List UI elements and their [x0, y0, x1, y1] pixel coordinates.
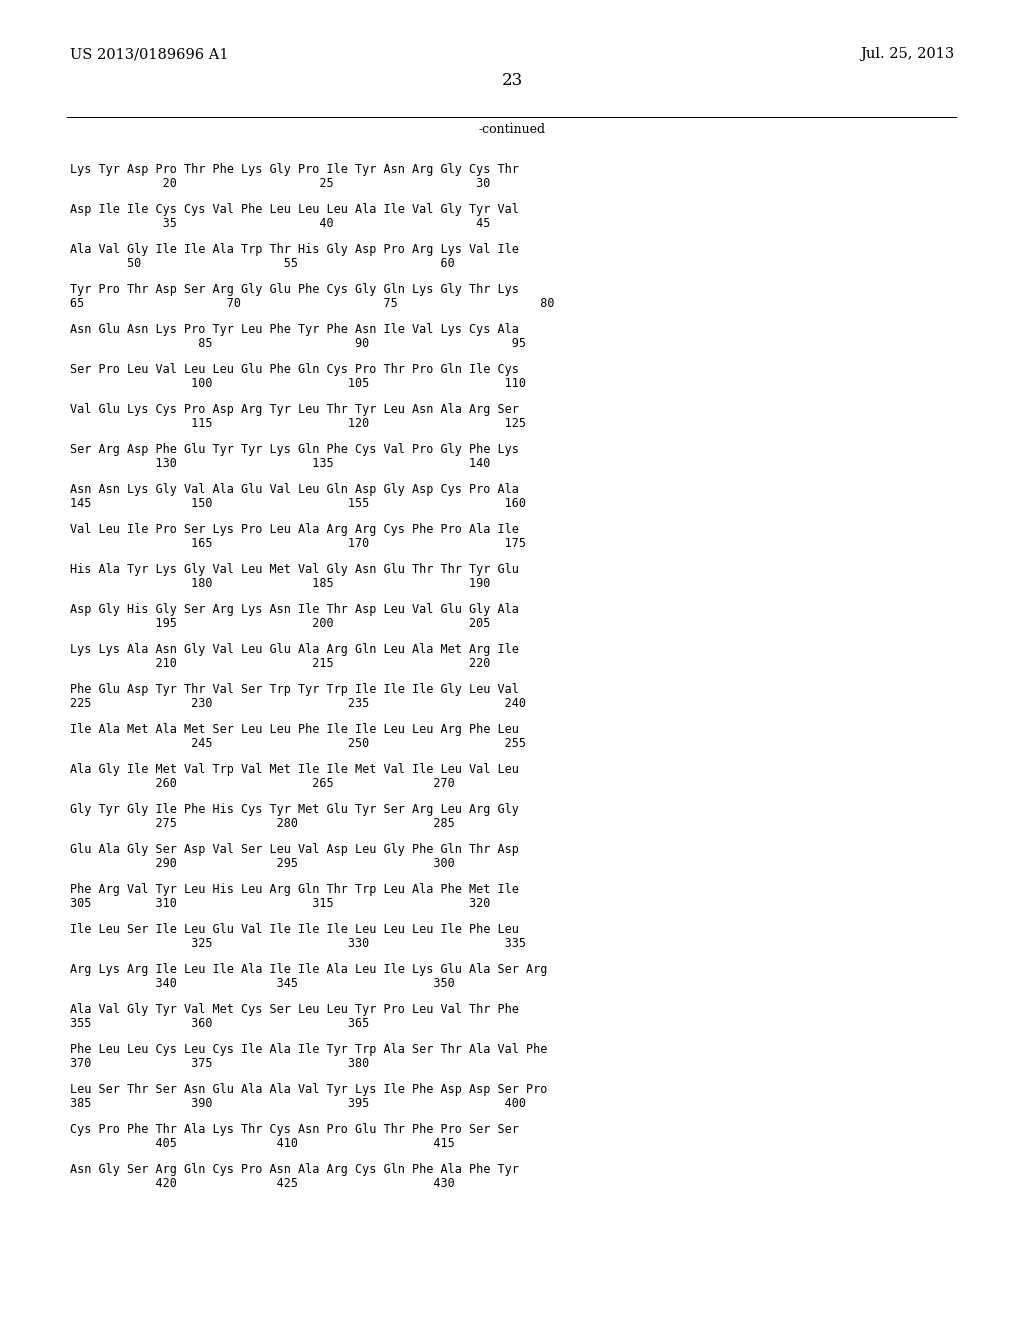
Text: Val Leu Ile Pro Ser Lys Pro Leu Ala Arg Arg Cys Phe Pro Ala Ile: Val Leu Ile Pro Ser Lys Pro Leu Ala Arg …	[70, 523, 518, 536]
Text: 420              425                   430: 420 425 430	[70, 1177, 455, 1191]
Text: Tyr Pro Thr Asp Ser Arg Gly Glu Phe Cys Gly Gln Lys Gly Thr Lys: Tyr Pro Thr Asp Ser Arg Gly Glu Phe Cys …	[70, 282, 518, 296]
Text: Val Glu Lys Cys Pro Asp Arg Tyr Leu Thr Tyr Leu Asn Ala Arg Ser: Val Glu Lys Cys Pro Asp Arg Tyr Leu Thr …	[70, 403, 518, 416]
Text: Asp Ile Ile Cys Cys Val Phe Leu Leu Leu Ala Ile Val Gly Tyr Val: Asp Ile Ile Cys Cys Val Phe Leu Leu Leu …	[70, 203, 518, 216]
Text: Jul. 25, 2013: Jul. 25, 2013	[860, 48, 954, 61]
Text: Asn Gly Ser Arg Gln Cys Pro Asn Ala Arg Cys Gln Phe Ala Phe Tyr: Asn Gly Ser Arg Gln Cys Pro Asn Ala Arg …	[70, 1163, 518, 1176]
Text: US 2013/0189696 A1: US 2013/0189696 A1	[70, 48, 228, 61]
Text: Ala Val Gly Tyr Val Met Cys Ser Leu Leu Tyr Pro Leu Val Thr Phe: Ala Val Gly Tyr Val Met Cys Ser Leu Leu …	[70, 1003, 518, 1016]
Text: 245                   250                   255: 245 250 255	[70, 737, 525, 750]
Text: 305         310                   315                   320: 305 310 315 320	[70, 898, 490, 909]
Text: 35                    40                    45: 35 40 45	[70, 216, 490, 230]
Text: Ile Leu Ser Ile Leu Glu Val Ile Ile Ile Leu Leu Leu Ile Phe Leu: Ile Leu Ser Ile Leu Glu Val Ile Ile Ile …	[70, 923, 518, 936]
Text: 20                    25                    30: 20 25 30	[70, 177, 490, 190]
Text: Cys Pro Phe Thr Ala Lys Thr Cys Asn Pro Glu Thr Phe Pro Ser Ser: Cys Pro Phe Thr Ala Lys Thr Cys Asn Pro …	[70, 1123, 518, 1137]
Text: Asn Glu Asn Lys Pro Tyr Leu Phe Tyr Phe Asn Ile Val Lys Cys Ala: Asn Glu Asn Lys Pro Tyr Leu Phe Tyr Phe …	[70, 323, 518, 337]
Text: Ala Val Gly Ile Ile Ala Trp Thr His Gly Asp Pro Arg Lys Val Ile: Ala Val Gly Ile Ile Ala Trp Thr His Gly …	[70, 243, 518, 256]
Text: Phe Glu Asp Tyr Thr Val Ser Trp Tyr Trp Ile Ile Ile Gly Leu Val: Phe Glu Asp Tyr Thr Val Ser Trp Tyr Trp …	[70, 682, 518, 696]
Text: Arg Lys Arg Ile Leu Ile Ala Ile Ile Ala Leu Ile Lys Glu Ala Ser Arg: Arg Lys Arg Ile Leu Ile Ala Ile Ile Ala …	[70, 964, 547, 975]
Text: 355              360                   365: 355 360 365	[70, 1016, 369, 1030]
Text: Phe Arg Val Tyr Leu His Leu Arg Gln Thr Trp Leu Ala Phe Met Ile: Phe Arg Val Tyr Leu His Leu Arg Gln Thr …	[70, 883, 518, 896]
Text: Asn Asn Lys Gly Val Ala Glu Val Leu Gln Asp Gly Asp Cys Pro Ala: Asn Asn Lys Gly Val Ala Glu Val Leu Gln …	[70, 483, 518, 496]
Text: 65                    70                    75                    80: 65 70 75 80	[70, 297, 554, 310]
Text: Asp Gly His Gly Ser Arg Lys Asn Ile Thr Asp Leu Val Glu Gly Ala: Asp Gly His Gly Ser Arg Lys Asn Ile Thr …	[70, 603, 518, 616]
Text: 50                    55                    60: 50 55 60	[70, 257, 455, 271]
Text: Ile Ala Met Ala Met Ser Leu Leu Phe Ile Ile Leu Leu Arg Phe Leu: Ile Ala Met Ala Met Ser Leu Leu Phe Ile …	[70, 723, 518, 737]
Text: Leu Ser Thr Ser Asn Glu Ala Ala Val Tyr Lys Ile Phe Asp Asp Ser Pro: Leu Ser Thr Ser Asn Glu Ala Ala Val Tyr …	[70, 1082, 547, 1096]
Text: Ser Pro Leu Val Leu Leu Glu Phe Gln Cys Pro Thr Pro Gln Ile Cys: Ser Pro Leu Val Leu Leu Glu Phe Gln Cys …	[70, 363, 518, 376]
Text: 23: 23	[502, 73, 522, 88]
Text: 130                   135                   140: 130 135 140	[70, 457, 490, 470]
Text: 290              295                   300: 290 295 300	[70, 857, 455, 870]
Text: 325                   330                   335: 325 330 335	[70, 937, 525, 950]
Text: 275              280                   285: 275 280 285	[70, 817, 455, 830]
Text: 100                   105                   110: 100 105 110	[70, 378, 525, 389]
Text: Phe Leu Leu Cys Leu Cys Ile Ala Ile Tyr Trp Ala Ser Thr Ala Val Phe: Phe Leu Leu Cys Leu Cys Ile Ala Ile Tyr …	[70, 1043, 547, 1056]
Text: 225              230                   235                   240: 225 230 235 240	[70, 697, 525, 710]
Text: 260                   265              270: 260 265 270	[70, 777, 455, 789]
Text: Lys Tyr Asp Pro Thr Phe Lys Gly Pro Ile Tyr Asn Arg Gly Cys Thr: Lys Tyr Asp Pro Thr Phe Lys Gly Pro Ile …	[70, 162, 518, 176]
Text: 210                   215                   220: 210 215 220	[70, 657, 490, 671]
Text: 340              345                   350: 340 345 350	[70, 977, 455, 990]
Text: Glu Ala Gly Ser Asp Val Ser Leu Val Asp Leu Gly Phe Gln Thr Asp: Glu Ala Gly Ser Asp Val Ser Leu Val Asp …	[70, 843, 518, 855]
Text: Lys Lys Ala Asn Gly Val Leu Glu Ala Arg Gln Leu Ala Met Arg Ile: Lys Lys Ala Asn Gly Val Leu Glu Ala Arg …	[70, 643, 518, 656]
Text: 115                   120                   125: 115 120 125	[70, 417, 525, 430]
Text: 165                   170                   175: 165 170 175	[70, 537, 525, 550]
Text: 85                    90                    95: 85 90 95	[70, 337, 525, 350]
Text: 405              410                   415: 405 410 415	[70, 1137, 455, 1150]
Text: Ala Gly Ile Met Val Trp Val Met Ile Ile Met Val Ile Leu Val Leu: Ala Gly Ile Met Val Trp Val Met Ile Ile …	[70, 763, 518, 776]
Text: Ser Arg Asp Phe Glu Tyr Tyr Lys Gln Phe Cys Val Pro Gly Phe Lys: Ser Arg Asp Phe Glu Tyr Tyr Lys Gln Phe …	[70, 444, 518, 455]
Text: 180              185                   190: 180 185 190	[70, 577, 490, 590]
Text: Gly Tyr Gly Ile Phe His Cys Tyr Met Glu Tyr Ser Arg Leu Arg Gly: Gly Tyr Gly Ile Phe His Cys Tyr Met Glu …	[70, 803, 518, 816]
Text: 195                   200                   205: 195 200 205	[70, 616, 490, 630]
Text: -continued: -continued	[478, 123, 546, 136]
Text: His Ala Tyr Lys Gly Val Leu Met Val Gly Asn Glu Thr Thr Tyr Glu: His Ala Tyr Lys Gly Val Leu Met Val Gly …	[70, 564, 518, 576]
Text: 385              390                   395                   400: 385 390 395 400	[70, 1097, 525, 1110]
Text: 145              150                   155                   160: 145 150 155 160	[70, 498, 525, 510]
Text: 370              375                   380: 370 375 380	[70, 1057, 369, 1071]
